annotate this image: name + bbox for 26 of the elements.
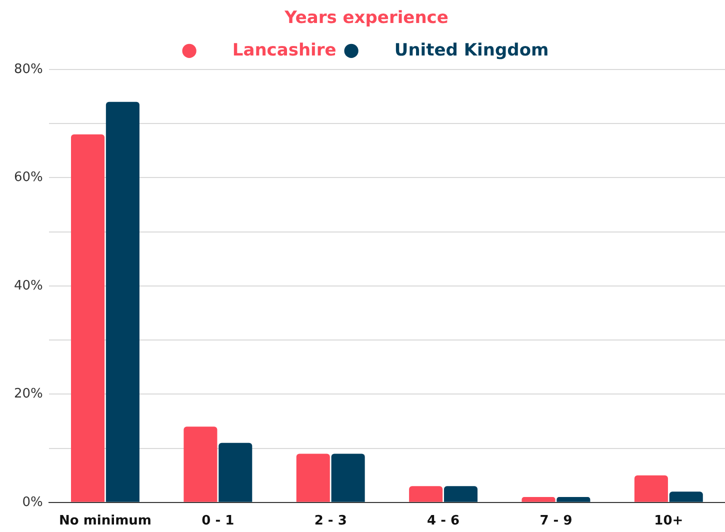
bar	[331, 454, 365, 502]
bar	[184, 426, 218, 502]
legend-label: United Kingdom	[364, 40, 549, 60]
y-tick-label: 80%	[14, 62, 43, 77]
bar	[444, 486, 478, 502]
y-tick-label: 60%	[14, 170, 43, 186]
bar	[218, 442, 252, 502]
x-tick-label: 0 - 1	[202, 514, 234, 529]
x-tick-label: 2 - 3	[314, 514, 347, 529]
bar	[634, 475, 668, 502]
x-tick-label: 4 - 6	[427, 514, 460, 529]
y-tick-label: 20%	[14, 386, 43, 402]
bar	[296, 454, 330, 502]
legend-label: Lancashire	[202, 40, 336, 60]
y-tick-label: 0%	[22, 494, 43, 510]
x-tick-label: 10+	[654, 514, 684, 529]
x-tick-label: No minimum	[59, 514, 152, 529]
bar	[409, 486, 443, 502]
legend-title: Years experience	[284, 8, 448, 28]
y-tick-label: 40%	[14, 278, 43, 294]
bar	[71, 134, 105, 502]
bar	[522, 496, 556, 502]
bar	[556, 496, 590, 502]
x-tick-label: 7 - 9	[540, 514, 572, 529]
bar	[106, 102, 140, 502]
bar	[669, 492, 703, 502]
